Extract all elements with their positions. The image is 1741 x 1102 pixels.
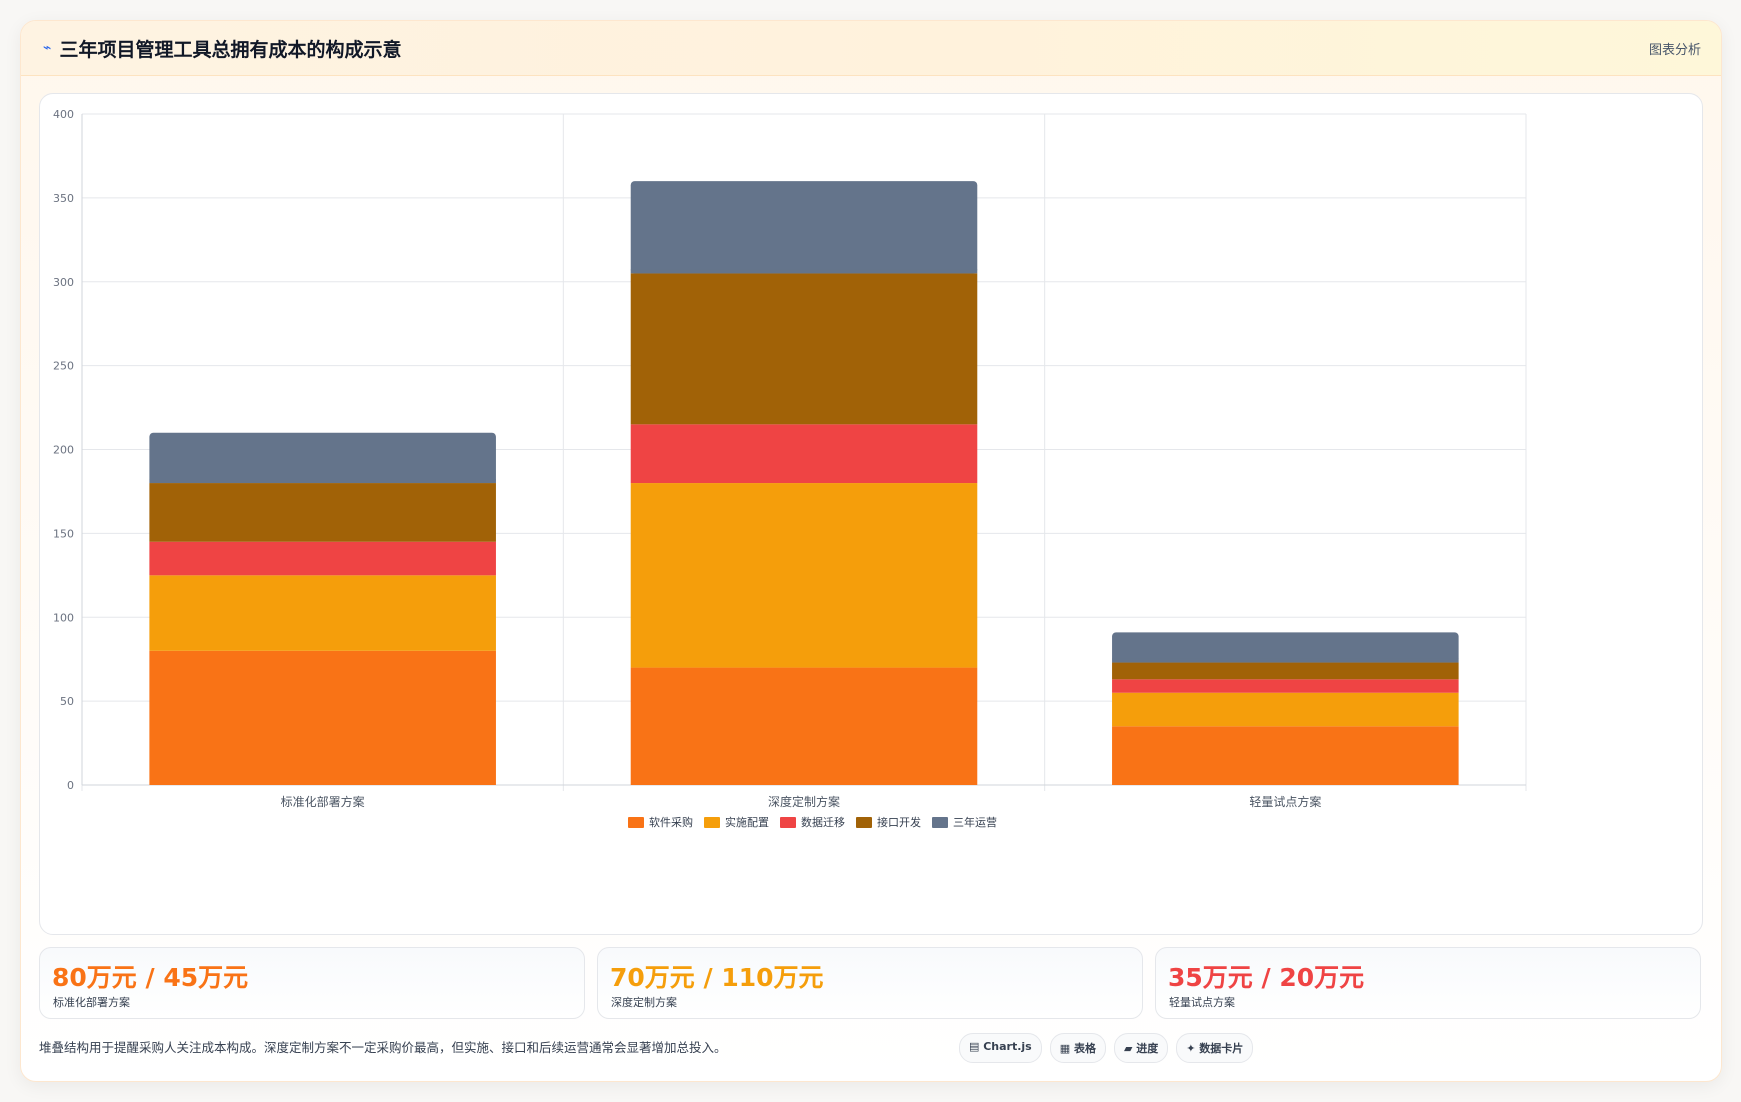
chip-progress[interactable]: ▰ 进度 <box>1113 1033 1169 1063</box>
bar-segment <box>630 483 978 668</box>
bar-segment <box>1112 726 1459 785</box>
legend-swatch <box>856 817 872 828</box>
chip-table[interactable]: ▦ 表格 <box>1049 1033 1106 1063</box>
y-tick-label: 200 <box>53 444 74 457</box>
bar-segment <box>149 575 496 651</box>
legend-label: 数据迁移 <box>801 815 845 829</box>
feature-chips: ▤ Chart.js ▦ 表格 ▰ 进度 ✦ 数据卡片 <box>959 1033 1254 1063</box>
bar-segment <box>630 273 978 425</box>
stacked-bar-chart: 0 50 100 150 200 250 300 350 400 标准化部署方案 深度定制方案 轻量试… <box>53 108 1527 829</box>
y-tick-label: 150 <box>53 527 74 540</box>
legend-label: 三年运营 <box>953 815 997 829</box>
chart-line-icon: ⌁ <box>43 40 52 56</box>
y-tick-label: 350 <box>53 192 74 205</box>
stat-value: 70万元 / 110万元 <box>610 963 824 992</box>
y-tick-label: 300 <box>53 276 74 289</box>
stat-card-standard: 80万元 / 45万元 标准化部署方案 <box>39 947 585 1019</box>
bar-segment <box>630 667 978 785</box>
y-tick-label: 0 <box>67 779 74 792</box>
stat-label: 轻量试点方案 <box>1169 996 1235 1009</box>
y-tick-label: 400 <box>53 108 74 121</box>
chip-chartjs[interactable]: ▤ Chart.js <box>959 1033 1042 1063</box>
legend-swatch <box>628 817 644 828</box>
chart-tag: 图表分析 <box>1648 42 1701 58</box>
bar-segment <box>149 650 496 785</box>
chart-card: ⌁ 三年项目管理工具总拥有成本的构成示意 图表分析 0 50 100 150 200 25… <box>20 20 1722 1082</box>
stat-label: 深度定制方案 <box>611 996 677 1009</box>
stat-value: 35万元 / 20万元 <box>1168 963 1365 992</box>
x-tick-label: 标准化部署方案 <box>281 794 365 809</box>
footer-note: 堆叠结构用于提醒采购人关注成本构成。深度定制方案不一定采购价最高，但实施、接口和… <box>39 1040 727 1055</box>
bar-segment <box>630 181 978 274</box>
y-tick-label: 50 <box>60 695 74 708</box>
stat-value: 80万元 / 45万元 <box>52 963 249 992</box>
y-tick-label: 250 <box>53 360 74 373</box>
bar-segment-cap <box>630 269 978 274</box>
bar-segment <box>1112 632 1459 663</box>
stat-label: 标准化部署方案 <box>53 996 130 1009</box>
x-tick-label: 轻量试点方案 <box>1249 794 1321 809</box>
bar-segment <box>1112 662 1459 680</box>
legend-label: 软件采购 <box>649 815 693 829</box>
stat-card-pilot: 35万元 / 20万元 轻量试点方案 <box>1155 947 1701 1019</box>
stat-cards: 80万元 / 45万元 标准化部署方案 70万元 / 110万元 深度定制方案 … <box>39 947 1701 1019</box>
legend-label: 接口开发 <box>877 815 921 829</box>
card-header: ⌁ 三年项目管理工具总拥有成本的构成示意 图表分析 <box>21 21 1721 76</box>
bar-segment-cap <box>1112 658 1459 663</box>
x-tick-label: 深度定制方案 <box>768 794 840 809</box>
stat-card-custom: 70万元 / 110万元 深度定制方案 <box>597 947 1143 1019</box>
bar-segment <box>149 483 496 542</box>
bar-segment-cap <box>149 479 496 484</box>
chip-data-card[interactable]: ✦ 数据卡片 <box>1176 1033 1254 1063</box>
legend-swatch <box>780 817 796 828</box>
bar-segment <box>149 432 496 484</box>
chart-title: 三年项目管理工具总拥有成本的构成示意 <box>59 38 402 61</box>
legend-swatch <box>932 817 948 828</box>
legend-swatch <box>704 817 720 828</box>
bar-segment <box>1112 679 1459 693</box>
y-tick-label: 100 <box>53 611 74 624</box>
bar-segment <box>630 424 978 484</box>
bar-segment <box>149 541 496 576</box>
legend-label: 实施配置 <box>725 815 769 829</box>
chart-area: 0 50 100 150 200 250 300 350 400 标准化部署方案 深度定制方案 轻量试… <box>39 93 1703 935</box>
bar-segment <box>1112 692 1459 727</box>
